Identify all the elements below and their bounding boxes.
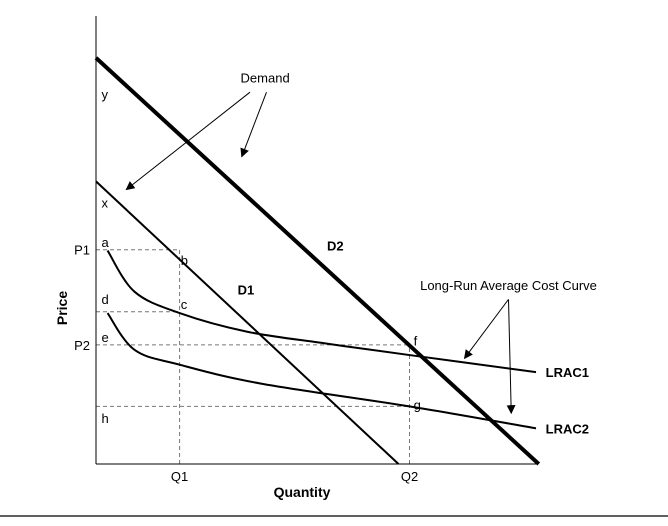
lrac2-end-label: LRAC2	[546, 421, 589, 436]
curves	[94, 56, 541, 466]
x-axis-title: Quantity	[274, 484, 331, 500]
point-labels: y x a b c d D1 D2 e f g h LRAC1 LRAC2	[102, 87, 589, 436]
demand-arrow-2	[240, 92, 267, 158]
y-tick-p2: P2	[74, 338, 90, 353]
dashed-guide-lines	[96, 249, 410, 464]
point-label-g: g	[414, 398, 421, 413]
x-tick-q2: Q2	[401, 469, 418, 484]
annotations: Demand Long-Run Average Cost Curve	[125, 71, 597, 415]
y-tick-p1: P1	[74, 243, 90, 258]
point-label-d: d	[102, 292, 109, 307]
long-run-average-cost-curve-arrow-2	[506, 299, 516, 415]
point-label-b: b	[181, 253, 188, 268]
point-label-x: x	[102, 195, 109, 210]
axes	[95, 16, 536, 465]
point-label-d1: D1	[238, 283, 255, 298]
y-axis-title: Price	[54, 291, 70, 325]
point-label-a: a	[102, 235, 110, 250]
point-label-d2: D2	[327, 239, 344, 254]
axis-tick-labels: Q1 Q2 P1 P2	[74, 243, 418, 484]
demand-arrow-1	[125, 91, 251, 191]
long-run-average-cost-curve-arrow-1	[463, 299, 509, 360]
point-label-f: f	[414, 333, 418, 348]
lrac2-curve	[106, 312, 537, 430]
lrac1-curve	[106, 249, 537, 374]
point-label-e: e	[102, 330, 109, 345]
d1-curve	[95, 180, 400, 465]
long-run-average-cost-curve-annotation: Long-Run Average Cost Curve	[420, 278, 597, 293]
lrac1-end-label: LRAC1	[546, 365, 589, 380]
point-label-y: y	[102, 87, 109, 102]
d2-curve	[94, 56, 541, 466]
x-tick-q1: Q1	[171, 469, 188, 484]
demand-annotation: Demand	[241, 71, 290, 86]
point-label-h: h	[102, 411, 109, 426]
point-label-c: c	[181, 297, 188, 312]
